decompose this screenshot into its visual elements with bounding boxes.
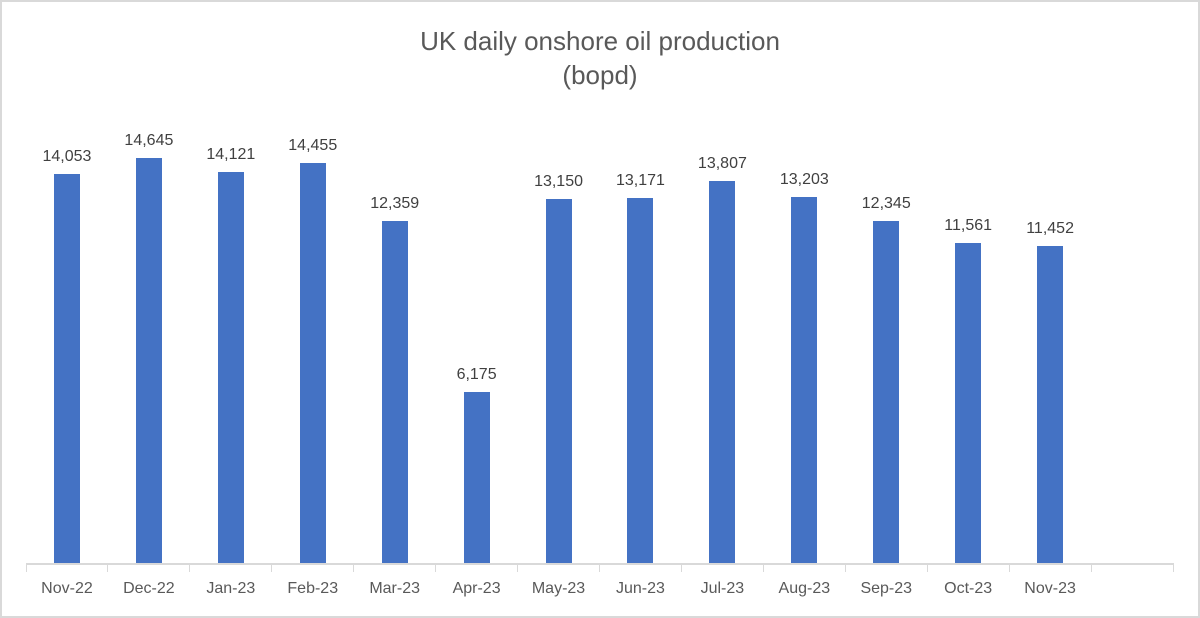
x-tick-label: Nov-23 <box>1024 580 1076 597</box>
bar <box>217 172 244 563</box>
bar <box>381 221 408 563</box>
bar <box>53 174 80 563</box>
x-tick-label: Sep-23 <box>860 580 913 597</box>
bar <box>791 197 818 563</box>
bar <box>873 221 900 563</box>
x-tick-label: Jun-23 <box>615 580 665 597</box>
axis-tick <box>435 563 437 572</box>
x-tick-label: Mar-23 <box>369 580 421 597</box>
axis-tick <box>926 563 928 572</box>
axis-tick <box>189 563 191 572</box>
data-label: 14,121 <box>206 146 256 163</box>
x-tick-label: May-23 <box>531 580 586 597</box>
data-label: 13,171 <box>615 172 665 189</box>
axis-tick <box>353 563 355 572</box>
axis-tick <box>844 563 846 572</box>
data-label: 6,175 <box>456 366 497 383</box>
data-label: 13,150 <box>534 173 583 190</box>
bar <box>463 392 490 563</box>
axis-tick <box>517 563 519 572</box>
data-label: 11,561 <box>944 217 993 234</box>
x-tick-label: Apr-23 <box>452 580 501 597</box>
bar <box>709 181 736 563</box>
x-tick-label: Nov-22 <box>41 580 93 597</box>
bar <box>545 199 572 563</box>
x-tick-label: Oct-23 <box>944 580 993 597</box>
chart-title: UK daily onshore oil production (bopd) <box>2 24 1198 92</box>
chart-title-line2: (bopd) <box>562 60 638 90</box>
data-label: 14,455 <box>288 137 338 154</box>
x-tick-label: Feb-23 <box>287 580 339 597</box>
axis-tick <box>1090 563 1092 572</box>
bar <box>1037 246 1064 563</box>
data-label: 14,053 <box>42 148 92 165</box>
chart-title-line1: UK daily onshore oil production <box>420 26 780 56</box>
data-label: 13,807 <box>697 155 747 172</box>
data-label: 14,645 <box>124 132 174 149</box>
x-tick-label: Jul-23 <box>700 580 745 597</box>
x-tick-label: Jan-23 <box>206 580 256 597</box>
bar <box>627 198 654 563</box>
axis-tick <box>599 563 600 572</box>
axis-tick <box>271 563 273 572</box>
axis-tick <box>107 563 109 572</box>
x-tick-label: Dec-22 <box>123 580 175 597</box>
data-label: 12,359 <box>370 195 420 212</box>
data-label: 13,203 <box>779 171 829 188</box>
axis-tick <box>25 563 27 572</box>
bar <box>299 163 326 563</box>
x-tick-label: Aug-23 <box>778 580 831 597</box>
axis-tick <box>1008 563 1010 572</box>
axis-tick <box>680 563 682 572</box>
bar <box>955 243 982 563</box>
bar <box>135 158 162 563</box>
data-label: 11,452 <box>1026 220 1074 237</box>
axis-tick <box>762 563 764 572</box>
data-label: 12,345 <box>861 195 911 212</box>
axis-tick <box>1172 563 1174 572</box>
